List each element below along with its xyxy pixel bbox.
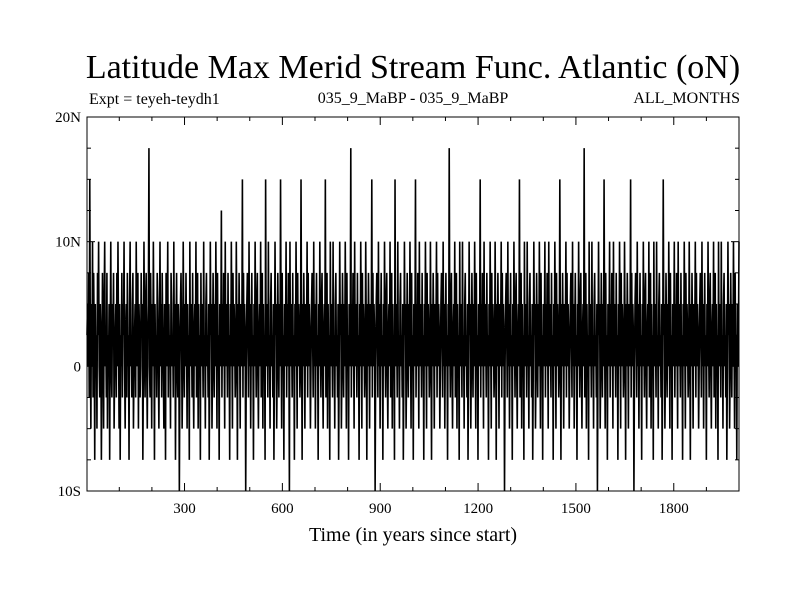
y-tick-label: 20N bbox=[55, 110, 81, 126]
y-tick-label: 0 bbox=[74, 359, 82, 375]
x-tick-label: 300 bbox=[173, 501, 196, 517]
chart-title: Latitude Max Merid Stream Func. Atlantic… bbox=[86, 49, 740, 86]
chart-subtitle-left: Expt = teyeh-teydh1 bbox=[89, 91, 220, 108]
y-tick-label: 10N bbox=[55, 235, 81, 251]
x-tick-label: 1800 bbox=[659, 501, 689, 517]
x-tick-label: 900 bbox=[369, 501, 392, 517]
series-layer bbox=[86, 148, 740, 492]
series-line bbox=[86, 148, 740, 492]
y-tick-label: 10S bbox=[58, 484, 81, 500]
x-tick-label: 1200 bbox=[463, 501, 493, 517]
x-tick-label: 600 bbox=[271, 501, 294, 517]
axis-layer: 300 600 900 1200 1500 1800 10S 0 10N 20N bbox=[55, 110, 739, 517]
chart-subtitle-right: ALL_MONTHS bbox=[633, 90, 740, 107]
chart-subtitle-center: 035_9_MaBP - 035_9_MaBP bbox=[318, 90, 509, 107]
x-axis-label: Time (in years since start) bbox=[309, 524, 517, 546]
x-tick-label: 1500 bbox=[561, 501, 591, 517]
